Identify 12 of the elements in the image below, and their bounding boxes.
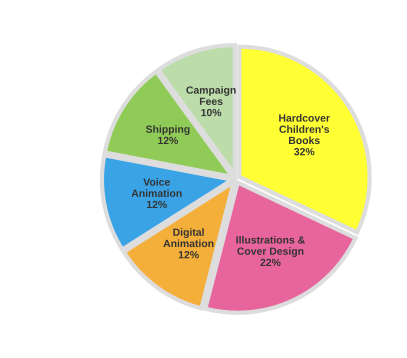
- data-label: 32%: [294, 148, 314, 156]
- data-label: 10%: [201, 108, 222, 116]
- slice-label: Illustrations & Cover Design: [236, 236, 305, 257]
- slice-label: Digital Animation: [163, 228, 214, 248]
- slice-label: Voice Animation: [132, 178, 182, 197]
- data-label: 12%: [146, 200, 167, 208]
- slice-label: Hardcover Children's Books: [279, 114, 330, 144]
- slice-label: Shipping: [146, 125, 190, 135]
- data-label: 12%: [178, 250, 199, 258]
- data-label: 12%: [158, 136, 178, 144]
- slice-label: Campaign Fees: [186, 86, 236, 106]
- data-label: 22%: [260, 258, 281, 266]
